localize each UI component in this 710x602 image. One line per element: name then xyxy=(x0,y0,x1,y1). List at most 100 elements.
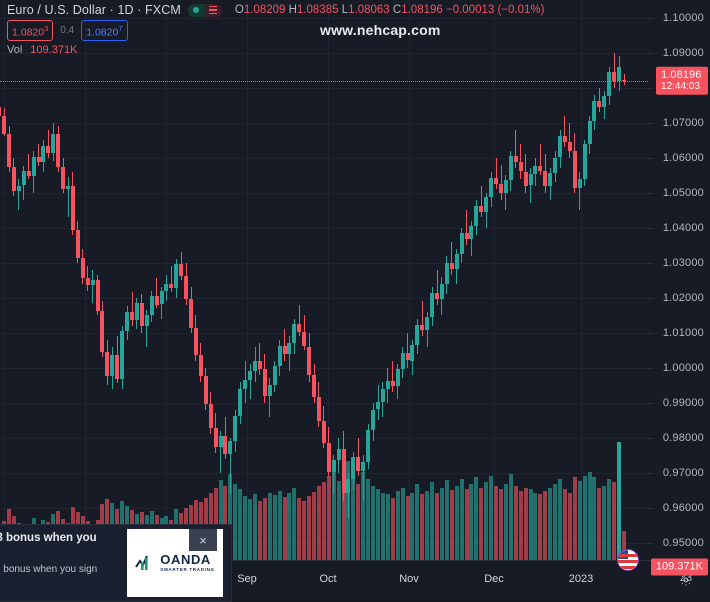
volume-bar xyxy=(277,490,282,560)
candle-body xyxy=(262,369,267,397)
volume-bar xyxy=(572,477,577,560)
candle-wick xyxy=(67,176,69,217)
volume-bar xyxy=(617,442,622,560)
candle-wick xyxy=(18,178,20,210)
gridline-vertical xyxy=(85,0,86,560)
candle-body xyxy=(376,401,380,410)
candle-body xyxy=(110,355,115,377)
candle-wick xyxy=(38,143,40,167)
chart-plot-area[interactable] xyxy=(0,0,648,560)
price-tick xyxy=(648,507,654,509)
ad-banner[interactable]: a SG$388 bonus when you sign up. sit SG$… xyxy=(0,524,232,602)
price-axis-label: 1.09000 xyxy=(662,46,704,59)
price-axis-label: 0.99000 xyxy=(662,396,704,409)
gridline-vertical xyxy=(494,0,495,560)
close-icon[interactable]: × xyxy=(189,529,217,551)
volume-bar xyxy=(553,484,558,560)
candle-body xyxy=(449,262,454,269)
candle-body xyxy=(405,352,410,361)
volume-bar xyxy=(508,474,513,560)
gridline-vertical xyxy=(247,0,248,560)
us-flag-icon xyxy=(617,549,639,571)
candle-body xyxy=(36,156,41,162)
volume-label: Vol xyxy=(7,44,23,56)
candle-body xyxy=(297,323,302,332)
price-tick xyxy=(648,542,654,544)
candle-body xyxy=(26,170,31,176)
candle-body xyxy=(257,361,262,370)
candle-body xyxy=(592,100,597,121)
candle-wick xyxy=(229,437,231,494)
candle-body xyxy=(267,385,272,397)
candle-body xyxy=(336,448,341,461)
volume-bar xyxy=(577,480,582,560)
bid-price-button[interactable]: 1.08203 xyxy=(7,19,54,42)
candle-body xyxy=(16,185,21,191)
candle-wick xyxy=(515,129,517,168)
candle-body xyxy=(326,442,331,472)
candle-body xyxy=(479,205,484,212)
candle-body xyxy=(444,262,449,284)
candle-body xyxy=(75,230,80,259)
ask-value: 1.0820 xyxy=(86,26,119,39)
candle-body xyxy=(356,456,361,471)
gridline-horizontal xyxy=(0,367,648,369)
candle-body xyxy=(139,302,144,327)
price-tick xyxy=(648,332,654,334)
gridline-vertical xyxy=(328,0,329,560)
volume-bar xyxy=(420,494,425,560)
candle-body xyxy=(499,183,503,194)
volume-bar xyxy=(248,499,253,560)
candle-body xyxy=(292,323,297,343)
candle-body xyxy=(321,420,326,443)
candle-body xyxy=(513,155,518,162)
candle-body xyxy=(130,311,134,321)
volume-bar xyxy=(316,485,321,560)
time-axis-label: Sep xyxy=(237,573,257,585)
candle-body xyxy=(538,166,543,171)
time-axis-label: Dec xyxy=(484,573,504,585)
candle-body xyxy=(272,365,277,385)
volume-bar xyxy=(597,487,602,560)
volume-bar xyxy=(395,490,400,560)
candle-body xyxy=(484,196,489,212)
volume-bar xyxy=(499,489,503,560)
candle-body xyxy=(193,328,198,356)
symbol-title[interactable]: Euro / U.S. Dollar · 1D · FXCM xyxy=(7,3,181,17)
volume-bar xyxy=(267,492,272,560)
candle-wick xyxy=(28,154,30,179)
ohlc-c-value: 1.08196 xyxy=(401,4,443,16)
candle-body xyxy=(548,173,553,187)
ohlc-o-key: O xyxy=(234,4,244,16)
bars-icon[interactable] xyxy=(204,3,222,17)
candle-body xyxy=(56,133,61,168)
candle-wick xyxy=(480,185,482,217)
volume-bar xyxy=(587,472,592,560)
volume-bar xyxy=(351,477,356,560)
candle-body xyxy=(425,316,430,330)
volume-bar xyxy=(567,492,572,560)
candle-body xyxy=(518,161,523,172)
volume-bar xyxy=(361,472,366,560)
candle-body xyxy=(105,351,110,377)
candle-wick xyxy=(500,164,502,200)
price-axis-label: 1.07000 xyxy=(662,116,704,129)
market-status-toggle[interactable] xyxy=(187,3,222,17)
candle-body xyxy=(302,331,307,347)
candle-wick xyxy=(564,115,566,147)
candle-body xyxy=(380,389,385,402)
candle-body xyxy=(218,435,223,448)
volume-bar xyxy=(464,489,469,560)
current-price-line xyxy=(0,80,648,82)
price-axis[interactable]: 1.100001.090001.080001.070001.060001.050… xyxy=(648,0,710,560)
candle-body xyxy=(179,263,184,276)
ask-price-button[interactable]: 1.08207 xyxy=(81,19,128,42)
candle-body xyxy=(464,232,469,240)
price-tick xyxy=(648,227,654,229)
volume-bar xyxy=(523,487,528,560)
candle-body xyxy=(572,151,577,189)
price-axis-label: 1.10000 xyxy=(662,11,704,24)
candle-wick xyxy=(259,343,261,375)
time-axis-label: Oct xyxy=(319,573,337,585)
